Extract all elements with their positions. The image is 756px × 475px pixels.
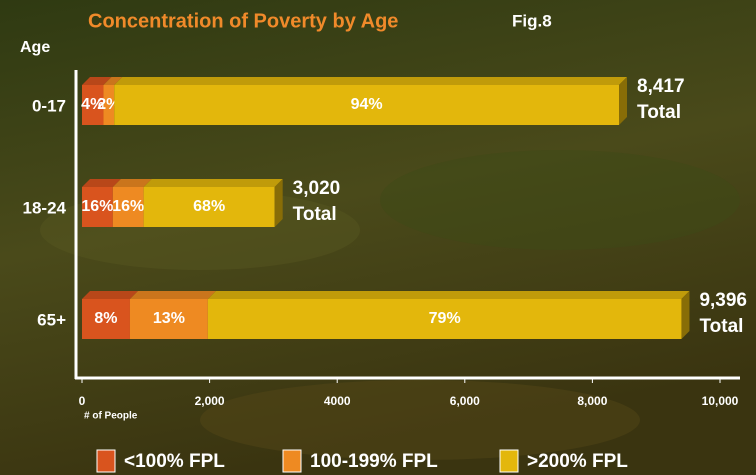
bar-segment (103, 85, 115, 125)
bar-segment (82, 85, 104, 125)
camo-blob (380, 150, 740, 250)
x-tick-label: 2,000 (195, 394, 225, 408)
x-tick-label: 0 (79, 394, 86, 408)
bar-end (681, 291, 690, 339)
bar-top (129, 291, 216, 299)
total-value: 3,020 (293, 178, 341, 199)
total-label: Total (293, 204, 337, 225)
x-axis-label: # of People (84, 411, 138, 422)
bar-end (274, 179, 283, 227)
bar-top (82, 77, 112, 85)
total-value: 9,396 (699, 290, 747, 311)
bar-segment (82, 299, 130, 339)
legend-label: >200% FPL (527, 451, 628, 472)
bar-segment (143, 187, 275, 227)
data-label: 68% (193, 198, 225, 215)
data-label: 94% (351, 96, 383, 113)
data-label: 8% (94, 310, 117, 327)
y-tick-label: 0-17 (32, 96, 66, 115)
x-tick-label: 4000 (324, 394, 351, 408)
legend-swatch (96, 449, 116, 473)
bar-top (207, 291, 690, 299)
bar-top (114, 77, 628, 85)
bar-segment (114, 85, 620, 125)
bar-segment (112, 187, 144, 227)
legend-swatch (499, 449, 519, 473)
bar-segment (129, 299, 208, 339)
data-label: 16% (112, 198, 144, 215)
bar-segment (82, 187, 113, 227)
legend-label: <100% FPL (124, 451, 225, 472)
bar-end (619, 77, 628, 125)
data-label: 4% (81, 96, 104, 113)
legend-swatch (282, 449, 302, 473)
x-tick-label: 8,000 (577, 394, 607, 408)
bar-top (112, 179, 152, 187)
chart-title: Concentration of Poverty by Age (88, 10, 398, 32)
bar-top (143, 179, 283, 187)
bar-top (103, 77, 123, 85)
x-tick-label: 6,000 (450, 394, 480, 408)
y-tick-label: 65+ (37, 310, 66, 329)
legend-label: 100-199% FPL (310, 451, 438, 472)
data-label: 16% (81, 198, 113, 215)
total-label: Total (637, 102, 681, 123)
bar-top (82, 291, 138, 299)
total-value: 8,417 (637, 76, 685, 97)
data-label: 13% (153, 310, 185, 327)
data-label: 79% (429, 310, 461, 327)
figure-label: Fig.8 (512, 11, 552, 30)
bar-top (82, 179, 121, 187)
x-tick-label: 10,000 (702, 394, 739, 408)
y-tick-label: 18-24 (23, 198, 67, 217)
camo-blob (200, 380, 640, 460)
y-axis-label: Age (20, 39, 50, 56)
bar-segment (207, 299, 682, 339)
total-label: Total (699, 316, 743, 337)
